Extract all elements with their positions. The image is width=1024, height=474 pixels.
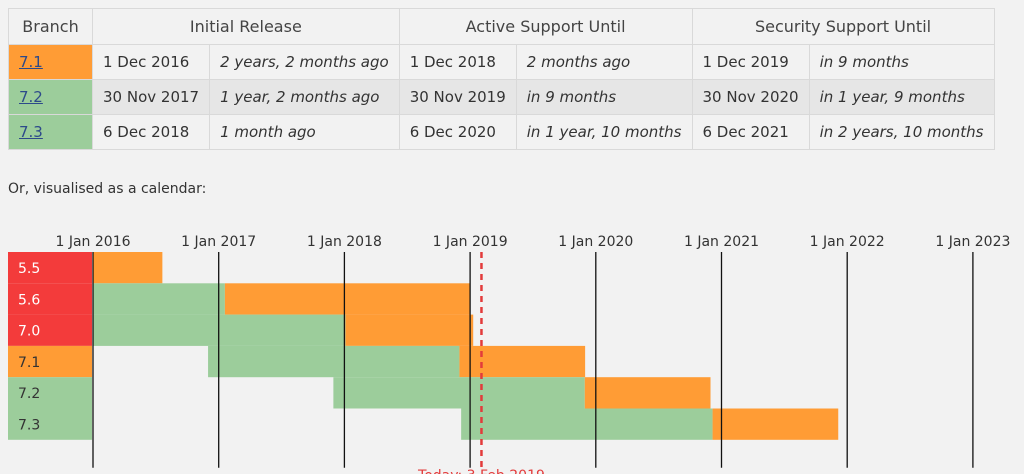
security-date: 30 Nov 2020 [691, 79, 810, 115]
support-calendar: 5.5 5.6 7.0 7.1 7.2 7.3 1 Jan 2016 1 Jan 2017 1 … [8, 234, 1010, 474]
security-date: 1 Dec 2019 [691, 44, 810, 80]
active-support-bar [333, 377, 585, 409]
active-relative: in 1 year, 10 months [515, 114, 693, 150]
initial-relative: 2 years, 2 months ago [209, 44, 400, 80]
branch-link-7-1[interactable]: 7.1 [19, 53, 43, 71]
security-support-bar [345, 314, 474, 346]
table-row: 7.3 6 Dec 2018 1 month ago 6 Dec 2020 in… [8, 114, 995, 150]
active-support-bar [208, 345, 460, 378]
year-label: 1 Jan 2022 [810, 234, 885, 250]
year-label: 1 Jan 2018 [307, 234, 382, 250]
active-date: 30 Nov 2019 [398, 79, 517, 115]
table-row: 7.1 1 Dec 2016 2 years, 2 months ago 1 D… [8, 44, 995, 80]
year-label: 1 Jan 2023 [935, 234, 1010, 250]
security-support-bar [459, 345, 586, 378]
table-header-row: Branch Initial Release Active Support Un… [8, 8, 995, 45]
initial-relative: 1 year, 2 months ago [209, 79, 400, 115]
year-label: 1 Jan 2016 [55, 234, 130, 250]
security-relative: in 1 year, 9 months [808, 79, 995, 115]
active-date: 1 Dec 2018 [398, 44, 517, 80]
active-support-bar [461, 408, 713, 440]
initial-relative: 1 month ago [209, 114, 400, 150]
security-support-bar [93, 252, 163, 284]
active-date: 6 Dec 2020 [398, 114, 517, 150]
branch-link-7-2[interactable]: 7.2 [19, 88, 43, 106]
security-support-bar [712, 408, 839, 440]
active-support-bar [93, 283, 225, 315]
security-relative: in 2 years, 10 months [808, 114, 995, 150]
supported-versions-table: Branch Initial Release Active Support Un… [8, 8, 995, 150]
header-branch: Branch [8, 8, 93, 45]
initial-date: 6 Dec 2018 [91, 114, 211, 150]
branch-cell: 7.2 [8, 79, 93, 115]
security-support-bar [584, 377, 711, 409]
branch-label: 5.6 [18, 292, 40, 308]
branch-label: 7.0 [18, 324, 40, 340]
branch-label-bg [8, 408, 92, 440]
branch-label: 7.2 [18, 386, 40, 402]
security-date: 6 Dec 2021 [691, 114, 810, 150]
branch-label-bg [8, 345, 92, 378]
active-relative: in 9 months [515, 79, 693, 115]
branch-label-bg [8, 314, 92, 346]
security-support-bar [224, 283, 470, 315]
initial-date: 30 Nov 2017 [91, 79, 211, 115]
year-label: 1 Jan 2017 [181, 234, 256, 250]
branch-label: 7.1 [18, 355, 40, 371]
calendar-caption: Or, visualised as a calendar: [8, 181, 207, 197]
year-label: 1 Jan 2019 [433, 234, 508, 250]
branch-cell: 7.3 [8, 114, 93, 150]
security-relative: in 9 months [808, 44, 995, 80]
today-label: Today: 3 Feb 2019 [417, 468, 545, 474]
active-relative: 2 months ago [515, 44, 693, 80]
branch-label: 7.3 [18, 418, 40, 434]
branch-cell: 7.1 [8, 44, 93, 80]
branch-label: 5.5 [18, 261, 40, 277]
header-active-support: Active Support Until [398, 8, 693, 45]
year-label: 1 Jan 2020 [558, 234, 633, 250]
year-label: 1 Jan 2021 [684, 234, 759, 250]
header-security-support: Security Support Until [691, 8, 995, 45]
branch-label-bg [8, 252, 92, 284]
branch-label-bg [8, 377, 92, 409]
branch-label-bg [8, 283, 92, 315]
header-initial-release: Initial Release [92, 8, 400, 45]
branch-link-7-3[interactable]: 7.3 [19, 123, 43, 141]
table-row: 7.2 30 Nov 2017 1 year, 2 months ago 30 … [8, 79, 995, 115]
initial-date: 1 Dec 2016 [91, 44, 211, 80]
